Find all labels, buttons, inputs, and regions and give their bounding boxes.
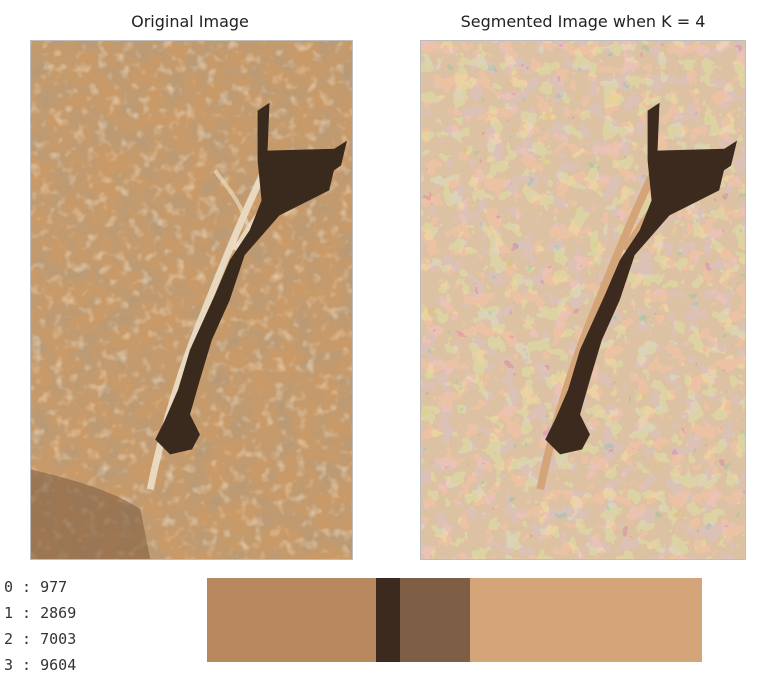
segmented-image — [420, 40, 746, 560]
cluster-count-value: 2869 — [40, 604, 77, 622]
cluster-color-bar — [207, 578, 702, 662]
original-image — [30, 40, 353, 560]
cluster-label: 1 — [4, 604, 14, 622]
cluster-counts: 0 : 977 1 : 2869 2 : 7003 3 : 9604 — [4, 574, 76, 678]
cluster-label: 3 — [4, 656, 14, 674]
cluster-count-value: 7003 — [40, 630, 77, 648]
color-bar-segment — [207, 578, 377, 662]
cluster-count-row: 2 : 7003 — [4, 630, 77, 648]
cluster-count-row: 3 : 9604 — [4, 656, 77, 674]
cluster-count-row: 0 : 977 — [4, 578, 68, 596]
cluster-count-row: 1 : 2869 — [4, 604, 77, 622]
segmented-image-canvas — [421, 41, 745, 559]
color-bar-segment — [469, 578, 702, 662]
segmented-image-title: Segmented Image when K = 4 — [460, 12, 706, 31]
cluster-label: 2 — [4, 630, 14, 648]
original-image-title: Original Image — [131, 12, 249, 31]
cluster-label: 0 — [4, 578, 14, 596]
cluster-count-value: 977 — [40, 578, 68, 596]
color-bar-segment — [400, 578, 470, 662]
color-bar-segment — [376, 578, 401, 662]
original-image-canvas — [31, 41, 352, 559]
cluster-count-value: 9604 — [40, 656, 77, 674]
